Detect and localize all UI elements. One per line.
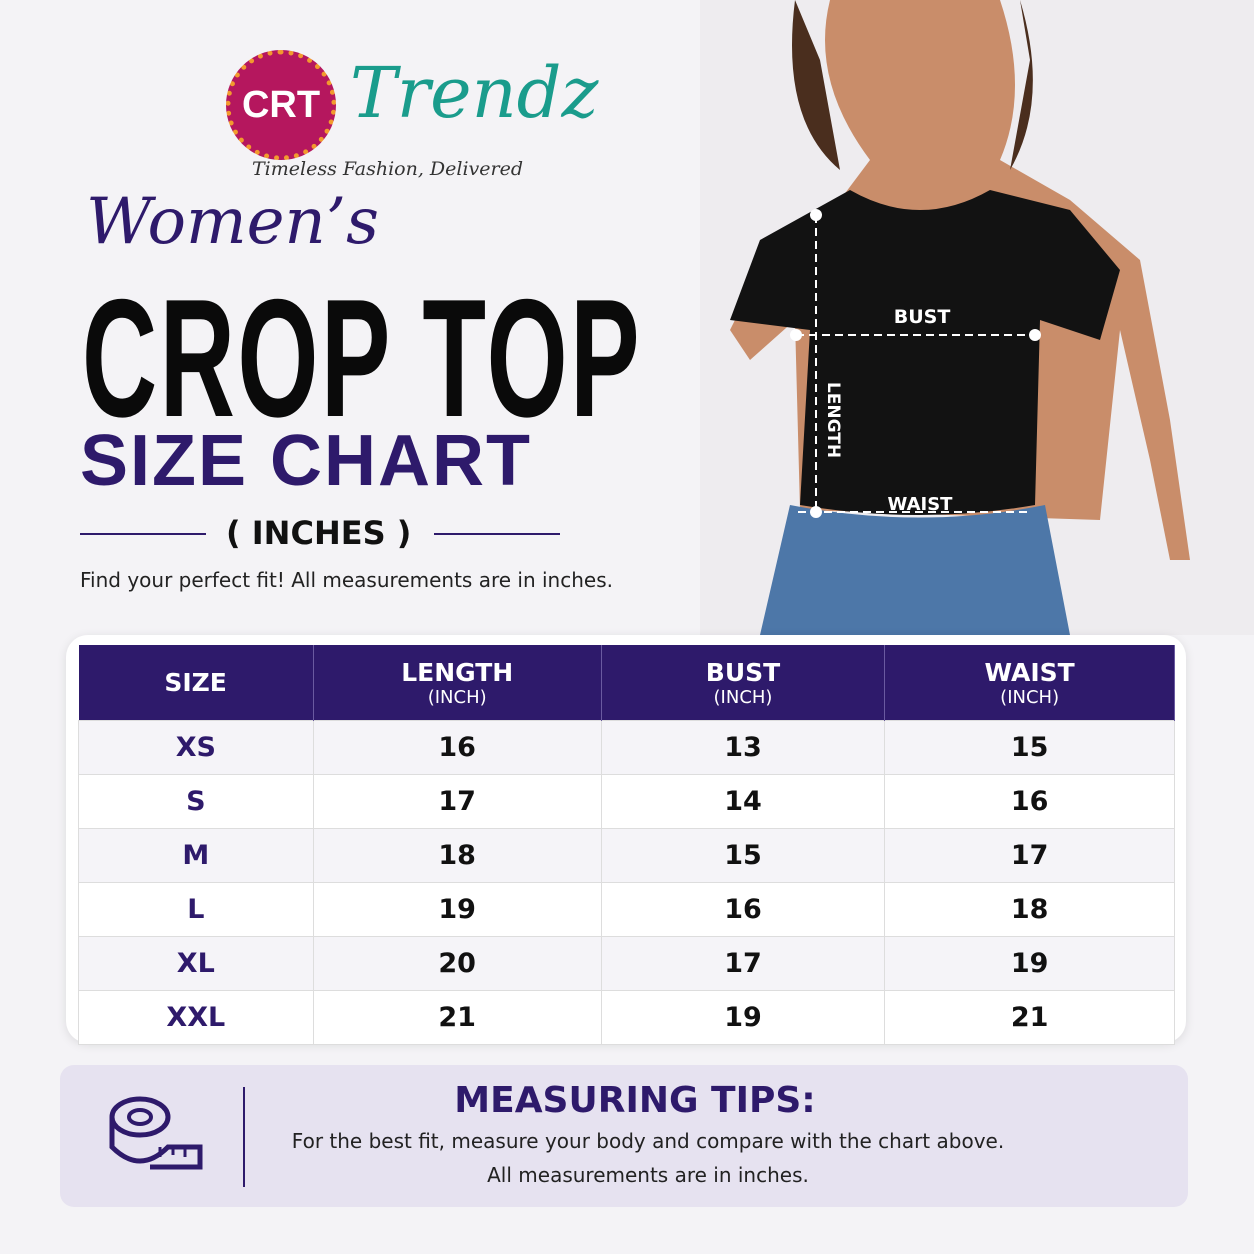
tips-line: All measurements are in inches. [487,1163,809,1187]
table-body: XS 16 13 15 S 17 14 16 M 18 15 17 L 19 16 18 XL 20 17 19 XXL… [78,720,1175,1045]
subtitle: SIZE CHART [80,421,532,501]
table-row: S 17 14 16 [78,774,1175,829]
size-cell: L [78,882,314,937]
measurement-cell: 17 [312,774,602,829]
divider [434,533,560,535]
tips-line: For the best fit, measure your body and … [291,1129,1005,1153]
measurement-cell: 16 [312,720,602,775]
column-header: BUST (INCH) [601,645,886,721]
logo-badge: CRT [226,50,336,160]
measurement-cell: 16 [884,774,1175,829]
measurement-cell: 17 [884,828,1175,883]
column-header: LENGTH (INCH) [313,645,602,721]
size-table: SIZE LENGTH (INCH) BUST (INCH) WAIST (INCH) XS… [78,645,1175,1045]
measurement-cell: 18 [312,828,602,883]
brand-name: Trendz [350,52,599,134]
measurement-cell: 21 [884,990,1175,1045]
measurement-cell: 19 [600,990,886,1045]
divider [80,533,206,535]
table-row: L 19 16 18 [78,882,1175,937]
measurement-cell: 19 [884,936,1175,991]
column-header: SIZE [78,645,314,721]
header-unit: (INCH) [427,686,487,708]
title: CROP TOP [82,264,643,452]
length-label: LENGTH [823,382,843,458]
measurement-cell: 20 [312,936,602,991]
table-row: XXL 21 19 21 [78,990,1175,1045]
size-cell: XS [78,720,314,775]
measurement-cell: 19 [312,882,602,937]
model-illustration: BUST LENGTH WAIST [700,0,1254,635]
size-cell: XL [78,936,314,991]
header-unit: (INCH) [1000,686,1060,708]
size-cell: M [78,828,314,883]
measurement-cell: 15 [884,720,1175,775]
header-unit: (INCH) [713,686,773,708]
tape-icon [109,1096,203,1170]
unit-label: ( INCHES ) [226,514,412,552]
measurement-cell: 18 [884,882,1175,937]
size-cell: XXL [78,990,314,1045]
header-label: SIZE [164,668,227,697]
header-label: WAIST [984,657,1075,687]
script-heading: Women’s [86,185,379,259]
tips-title: MEASURING TIPS: [454,1080,816,1121]
size-cell: S [78,774,314,829]
waist-label: WAIST [888,494,954,515]
tips-box [60,1065,1188,1207]
table-row: M 18 15 17 [78,828,1175,883]
measurement-cell: 16 [600,882,886,937]
note: Find your perfect fit! All measurements … [80,568,613,592]
header-row: SIZE LENGTH (INCH) BUST (INCH) WAIST (INCH) [78,645,1175,721]
bust-label: BUST [894,306,951,328]
measurement-cell: 15 [600,828,886,883]
measurement-cell: 14 [600,774,886,829]
column-header: WAIST (INCH) [884,645,1175,721]
header-label: BUST [705,657,781,687]
header-label: LENGTH [401,657,514,687]
table-row: XS 16 13 15 [78,720,1175,775]
measurement-cell: 17 [600,936,886,991]
tips-divider [243,1087,245,1187]
table-row: XL 20 17 19 [78,936,1175,991]
measurement-cell: 13 [600,720,886,775]
tagline: Timeless Fashion, Delivered [252,158,524,180]
measurement-cell: 21 [312,990,602,1045]
